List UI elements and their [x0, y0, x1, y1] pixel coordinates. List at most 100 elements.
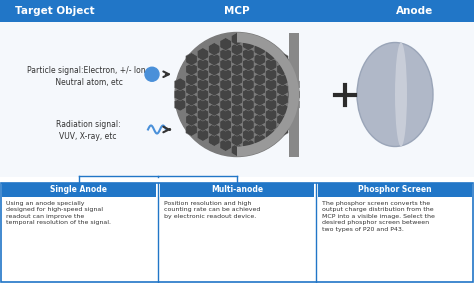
Polygon shape [243, 58, 254, 71]
Polygon shape [265, 78, 277, 91]
Polygon shape [220, 88, 231, 101]
Text: Position resolution and high
counting rate can be achieved
by electronic readout: Position resolution and high counting ra… [164, 201, 260, 219]
Polygon shape [197, 48, 209, 61]
Polygon shape [220, 68, 231, 81]
Polygon shape [254, 113, 265, 126]
Polygon shape [231, 73, 243, 86]
Polygon shape [231, 33, 243, 46]
Polygon shape [197, 128, 209, 141]
Text: The phosphor screen converts the
output charge distribution from the
MCP into a : The phosphor screen converts the output … [322, 201, 435, 231]
Polygon shape [197, 98, 209, 111]
Polygon shape [243, 48, 254, 61]
Bar [289, 33, 299, 156]
Polygon shape [231, 103, 243, 116]
Polygon shape [243, 88, 254, 101]
Polygon shape [220, 58, 231, 71]
Polygon shape [197, 108, 209, 121]
Polygon shape [197, 68, 209, 81]
Polygon shape [209, 83, 220, 96]
Polygon shape [209, 113, 220, 126]
Polygon shape [209, 63, 220, 76]
Circle shape [145, 67, 159, 81]
Polygon shape [174, 98, 186, 111]
Polygon shape [243, 98, 254, 111]
Polygon shape [209, 43, 220, 56]
Polygon shape [231, 63, 243, 76]
Polygon shape [254, 83, 265, 96]
Polygon shape [254, 73, 265, 86]
Text: Single Anode: Single Anode [51, 185, 108, 194]
Polygon shape [186, 93, 197, 106]
Polygon shape [243, 38, 254, 51]
Polygon shape [197, 118, 209, 131]
Polygon shape [265, 48, 277, 61]
Polygon shape [277, 113, 288, 126]
Polygon shape [277, 73, 288, 86]
FancyBboxPatch shape [318, 183, 472, 197]
Polygon shape [231, 123, 243, 136]
Polygon shape [197, 88, 209, 101]
Polygon shape [186, 73, 197, 86]
Polygon shape [174, 88, 186, 101]
FancyBboxPatch shape [160, 183, 314, 197]
Polygon shape [277, 93, 288, 106]
Polygon shape [254, 103, 265, 116]
Polygon shape [186, 103, 197, 116]
Polygon shape [277, 123, 288, 136]
Polygon shape [231, 83, 243, 96]
Polygon shape [220, 138, 231, 151]
Polygon shape [231, 143, 243, 156]
Polygon shape [243, 78, 254, 91]
Polygon shape [254, 63, 265, 76]
Polygon shape [186, 53, 197, 66]
FancyBboxPatch shape [2, 183, 156, 197]
Text: Target Object: Target Object [15, 6, 95, 16]
Polygon shape [243, 108, 254, 121]
Polygon shape [231, 113, 243, 126]
FancyBboxPatch shape [0, 22, 474, 177]
Polygon shape [265, 68, 277, 81]
Polygon shape [254, 43, 265, 56]
Text: Using an anode specially
designed for high-speed signal
readout can improve the
: Using an anode specially designed for hi… [6, 201, 111, 225]
Text: Phosphor Screen: Phosphor Screen [358, 185, 432, 194]
Polygon shape [209, 103, 220, 116]
Polygon shape [254, 93, 265, 106]
Polygon shape [277, 103, 288, 116]
Polygon shape [277, 53, 288, 66]
Polygon shape [197, 78, 209, 91]
Polygon shape [254, 53, 265, 66]
Text: Radiation signal:
VUV, X-ray, etc: Radiation signal: VUV, X-ray, etc [55, 120, 120, 141]
Polygon shape [288, 88, 300, 101]
Text: Anode: Anode [396, 6, 434, 16]
Polygon shape [265, 58, 277, 71]
Polygon shape [265, 98, 277, 111]
Polygon shape [265, 88, 277, 101]
FancyBboxPatch shape [0, 0, 474, 22]
Polygon shape [231, 93, 243, 106]
Polygon shape [220, 78, 231, 91]
Polygon shape [231, 133, 243, 146]
Polygon shape [277, 83, 288, 96]
Polygon shape [209, 53, 220, 66]
Polygon shape [186, 113, 197, 126]
Polygon shape [231, 43, 243, 56]
Polygon shape [254, 123, 265, 136]
Polygon shape [265, 128, 277, 141]
Polygon shape [265, 118, 277, 131]
Polygon shape [220, 128, 231, 141]
Polygon shape [186, 63, 197, 76]
Polygon shape [243, 118, 254, 131]
Polygon shape [220, 48, 231, 61]
Text: Multi-anode: Multi-anode [211, 185, 263, 194]
Text: MCP: MCP [224, 6, 250, 16]
Polygon shape [209, 93, 220, 106]
Polygon shape [288, 98, 300, 111]
Polygon shape [243, 68, 254, 81]
Polygon shape [243, 128, 254, 141]
Polygon shape [186, 83, 197, 96]
Ellipse shape [395, 42, 407, 147]
Polygon shape [174, 78, 186, 91]
Polygon shape [265, 108, 277, 121]
Text: Particle signal:Electron, +/- Ion,
 Neutral atom, etc: Particle signal:Electron, +/- Ion, Neutr… [27, 66, 148, 87]
Circle shape [175, 33, 299, 156]
